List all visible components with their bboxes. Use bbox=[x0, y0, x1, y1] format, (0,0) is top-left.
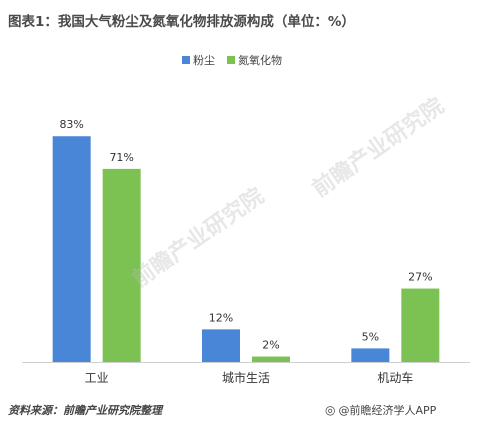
bar-nox bbox=[252, 356, 290, 362]
bar-dust bbox=[202, 329, 240, 362]
legend: 粉尘 氮氧化物 bbox=[182, 52, 282, 68]
credit-text: @前瞻经济学人APP bbox=[338, 404, 437, 417]
x-tick-label: 工业 bbox=[85, 371, 109, 385]
data-label: 27% bbox=[408, 271, 432, 284]
bar-dust bbox=[52, 136, 91, 362]
legend-swatch-nox bbox=[227, 56, 235, 64]
source-note: 资料来源：前瞻产业研究院整理 bbox=[8, 404, 162, 417]
legend-item-dust: 粉尘 bbox=[182, 52, 215, 68]
bar-nox bbox=[401, 288, 440, 362]
x-tick-label: 城市生活 bbox=[222, 370, 270, 385]
legend-label-nox: 氮氧化物 bbox=[238, 54, 282, 67]
data-label: 12% bbox=[209, 311, 233, 324]
data-label: 5% bbox=[362, 330, 379, 343]
x-tick-label: 机动车 bbox=[377, 370, 413, 385]
credit: ◎ @前瞻经济学人APP bbox=[325, 402, 436, 418]
bar-nox bbox=[102, 168, 141, 362]
data-label: 71% bbox=[109, 151, 133, 164]
legend-swatch-dust bbox=[182, 56, 190, 64]
logo-icon: ◎ bbox=[325, 403, 336, 417]
data-label: 83% bbox=[59, 118, 83, 131]
legend-label-dust: 粉尘 bbox=[193, 54, 215, 67]
bar-dust bbox=[351, 348, 390, 362]
legend-item-nox: 氮氧化物 bbox=[227, 52, 282, 68]
data-label: 2% bbox=[262, 339, 279, 352]
chart-title: 图表1：我国大气粉尘及氮氧化物排放源构成（单位：%） bbox=[8, 14, 355, 30]
